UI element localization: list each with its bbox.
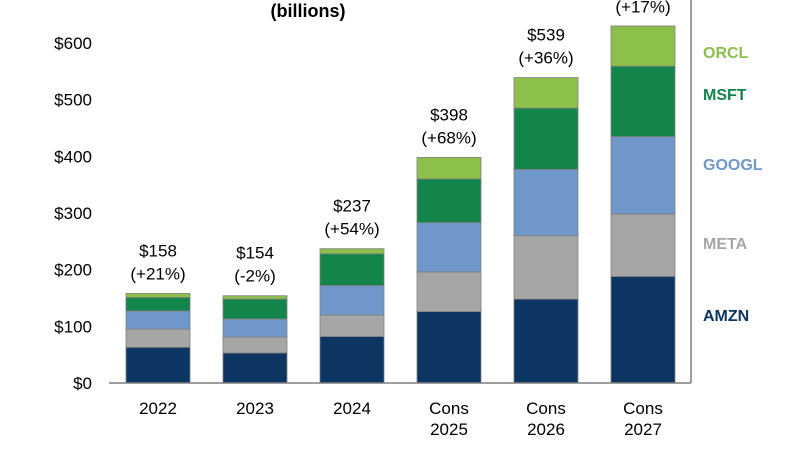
y-tick-label: $0 (73, 374, 92, 393)
bar-segment-amzn (416, 311, 482, 384)
bar-segment-googl (319, 285, 385, 316)
data-label-growth: (+21%) (130, 264, 185, 283)
legend-entry-orcl: ORCL (703, 45, 749, 62)
bar-segment-msft (416, 178, 482, 224)
data-labels: $158 (+21%) $154 (-2%) $237 (+54%) $398 (+68%) $… (130, 0, 670, 286)
bar-segment-amzn (513, 298, 579, 384)
bar-segment-orcl (319, 248, 385, 255)
data-label-total: $539 (527, 26, 565, 45)
bar-segment-amzn (319, 336, 385, 384)
bar-segment-googl (222, 318, 288, 338)
bar-segment-orcl (610, 25, 676, 67)
bar-segment-meta (513, 235, 579, 300)
x-axis: 2022 2023 2024 Cons 2025 Cons 2026 Cons 2027 (139, 399, 663, 439)
bar-segment-orcl (125, 293, 191, 298)
data-label-total: $154 (236, 244, 274, 263)
bar-segment-amzn (222, 352, 288, 384)
bar-segment-msft (125, 297, 191, 312)
bar-segment-meta (610, 213, 676, 277)
y-axis: $0 $100 $200 $300 $400 $500 $600 (54, 34, 92, 393)
bar-segment-amzn (610, 276, 676, 384)
x-tick-label: 2024 (333, 399, 371, 418)
data-label-total: $398 (430, 105, 468, 124)
bar-segment-meta (319, 314, 385, 337)
data-label-total: $158 (139, 241, 177, 260)
bar-segment-googl (125, 310, 191, 330)
x-tick-label: 2022 (139, 399, 177, 418)
data-label-growth: (+17%) (615, 0, 670, 17)
bar-segment-orcl (222, 295, 288, 300)
bar-segment-googl (610, 136, 676, 215)
x-tick-label: Cons 2027 (623, 399, 663, 439)
data-label-growth: (+68%) (421, 128, 476, 147)
y-tick-label: $200 (54, 261, 92, 280)
bar-segment-googl (416, 222, 482, 273)
data-label-growth: (+36%) (518, 49, 573, 68)
bar-segment-orcl (416, 157, 482, 180)
y-tick-label: $400 (54, 147, 92, 166)
y-tick-label: $300 (54, 204, 92, 223)
y-tick-label: $600 (54, 34, 92, 53)
bar-segment-orcl (513, 77, 579, 109)
data-label-growth: (-2%) (234, 267, 276, 286)
chart-title: (billions) (271, 1, 346, 21)
bar-segment-msft (610, 65, 676, 137)
legend: ORCL MSFT GOOGL META AMZN (703, 45, 763, 325)
y-tick-label: $100 (54, 317, 92, 336)
bar-segment-amzn (125, 346, 191, 384)
legend-entry-msft: MSFT (703, 87, 747, 104)
data-label-total: $237 (333, 197, 371, 216)
bar-segment-msft (513, 107, 579, 170)
legend-entry-amzn: AMZN (703, 308, 749, 325)
bar-segment-meta (222, 336, 288, 354)
y-tick-label: $500 (54, 91, 92, 110)
bar-segment-msft (319, 253, 385, 286)
data-label-growth: (+54%) (324, 220, 379, 239)
bar-segment-msft (222, 298, 288, 320)
bar-segment-meta (125, 328, 191, 348)
x-tick-label: Cons 2026 (526, 399, 566, 439)
x-tick-label: Cons 2025 (429, 399, 469, 439)
bar-segment-meta (416, 271, 482, 312)
legend-entry-googl: GOOGL (703, 157, 763, 174)
legend-entry-meta: META (703, 236, 748, 253)
x-tick-label: 2023 (236, 399, 274, 418)
bar-stack-group (125, 25, 676, 384)
bar-segment-googl (513, 168, 579, 237)
